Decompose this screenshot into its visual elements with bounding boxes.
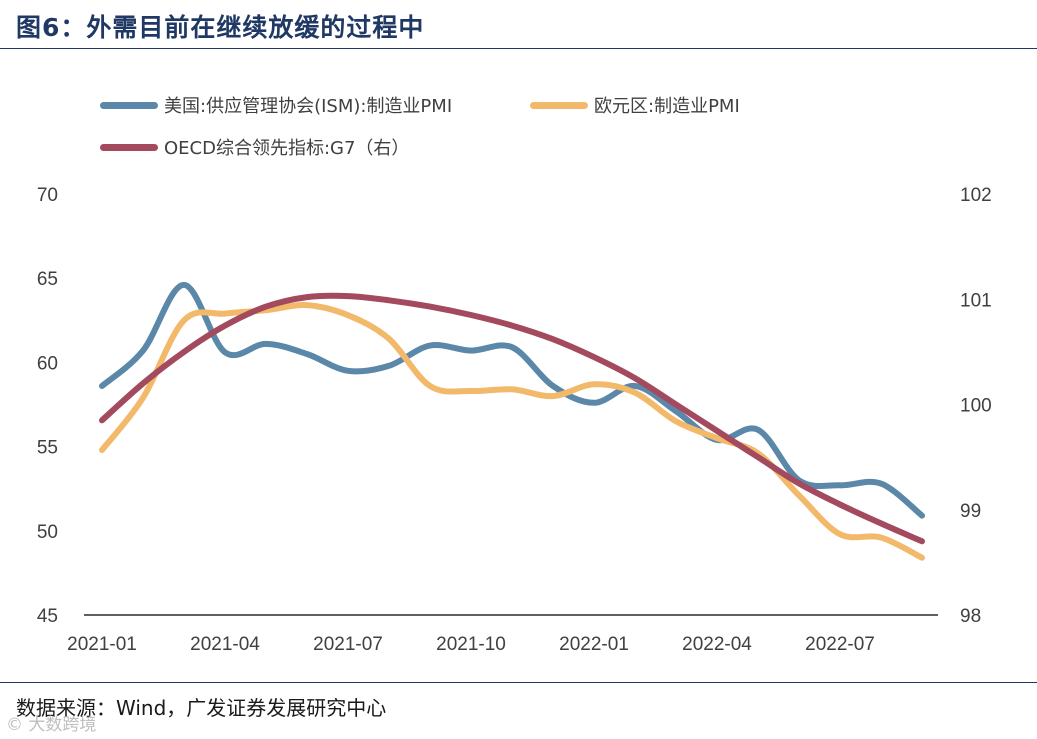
legend-label-oecd-g7: OECD综合领先指标:G7（右）: [164, 138, 410, 159]
y-right-tick-label: 99: [960, 501, 981, 522]
line-chart: 45 50 55 60 65 70 98 99 100 101 102 2021-01 2021-04 2…: [37, 185, 992, 655]
footer-divider: [0, 682, 1037, 683]
y-left-tick-label: 70: [37, 185, 58, 206]
y-left-tick-label: 45: [37, 606, 58, 627]
legend-label-us-ism: 美国:供应管理协会(ISM):制造业PMI: [164, 96, 453, 117]
y-right-tick-label: 100: [960, 396, 992, 417]
legend-swatch-oecd-g7: [100, 143, 158, 151]
y-left-tick-label: 55: [37, 438, 58, 459]
x-tick-label: 2021-07: [313, 634, 383, 655]
legend-label-euro-pmi: 欧元区:制造业PMI: [594, 96, 740, 117]
x-tick-label: 2021-10: [436, 634, 506, 655]
legend-item-euro-pmi: 欧元区:制造业PMI: [530, 92, 740, 118]
series-line-oecd-g7: [99, 292, 925, 545]
y-right-tick-label: 101: [960, 290, 992, 311]
legend-swatch-euro-pmi: [530, 101, 588, 109]
chart-axes: 45 50 55 60 65 70 98 99 100 101 102 2021-01 2021-04 2…: [37, 185, 992, 655]
y-right-tick-label: 102: [960, 185, 992, 206]
x-tick-label: 2022-04: [682, 634, 752, 655]
legend: 美国:供应管理协会(ISM):制造业PMI 欧元区:制造业PMI OECD综合领…: [100, 88, 1000, 168]
y-left-tick-label: 65: [37, 269, 58, 290]
series-line-euro-pmi: [99, 302, 925, 561]
source-note: 数据来源：Wind，广发证券发展研究中心: [16, 696, 387, 720]
chart-lines: [99, 281, 925, 561]
y-right-tick-label: 98: [960, 606, 981, 627]
x-tick-label: 2022-07: [805, 634, 875, 655]
y-left-tick-label: 60: [37, 353, 58, 374]
y-left-tick-label: 50: [37, 522, 58, 543]
x-tick-label: 2021-01: [67, 634, 137, 655]
legend-item-oecd-g7: OECD综合领先指标:G7（右）: [100, 134, 409, 160]
series-line-us-ism: [99, 281, 925, 519]
x-tick-label: 2022-01: [559, 634, 629, 655]
title-bar: 图6：外需目前在继续放缓的过程中: [0, 0, 1037, 49]
x-tick-label: 2021-04: [190, 634, 260, 655]
legend-item-us-ism: 美国:供应管理协会(ISM):制造业PMI: [100, 92, 452, 118]
legend-swatch-us-ism: [100, 101, 158, 109]
watermark: © 大数跨境: [6, 715, 97, 735]
chart-title: 图6：外需目前在继续放缓的过程中: [16, 13, 425, 42]
